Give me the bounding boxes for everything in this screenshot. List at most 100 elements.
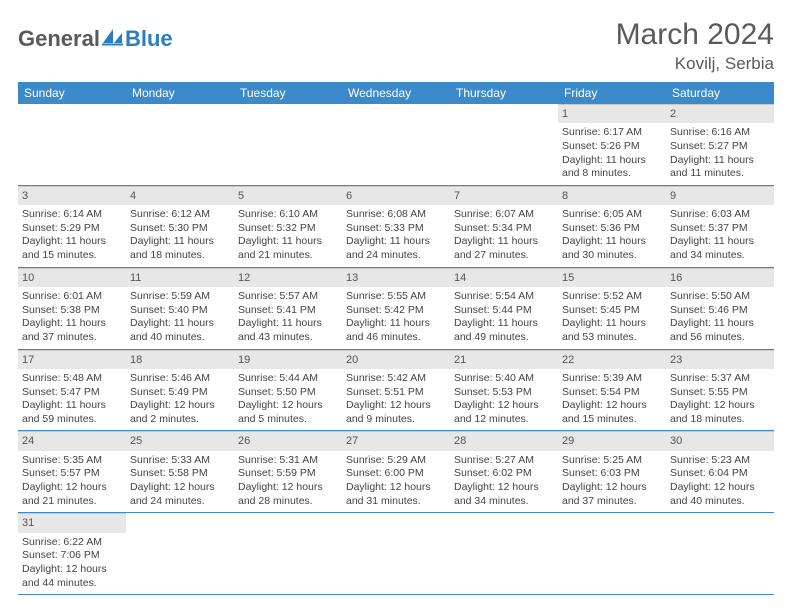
sunrise-line: Sunrise: 6:12 AM xyxy=(130,208,230,222)
day-number: 1 xyxy=(558,104,666,123)
sunset-line: Sunset: 5:42 PM xyxy=(346,304,446,318)
day-number: 2 xyxy=(666,104,774,123)
daylight-line: Daylight: 12 hours and 28 minutes. xyxy=(238,481,338,508)
daylight-line: Daylight: 11 hours and 11 minutes. xyxy=(670,154,770,181)
calendar-row: 17Sunrise: 5:48 AMSunset: 5:47 PMDayligh… xyxy=(18,349,774,431)
sunset-line: Sunset: 6:00 PM xyxy=(346,467,446,481)
sunset-line: Sunset: 5:34 PM xyxy=(454,222,554,236)
day-content: Sunrise: 5:31 AMSunset: 5:59 PMDaylight:… xyxy=(234,451,342,513)
daylight-line: Daylight: 12 hours and 9 minutes. xyxy=(346,399,446,426)
day-content: Sunrise: 6:08 AMSunset: 5:33 PMDaylight:… xyxy=(342,205,450,267)
daylight-line: Daylight: 11 hours and 59 minutes. xyxy=(22,399,122,426)
sunset-line: Sunset: 5:38 PM xyxy=(22,304,122,318)
weekday-header: Friday xyxy=(558,82,666,104)
sunset-line: Sunset: 5:32 PM xyxy=(238,222,338,236)
calendar-row: 1Sunrise: 6:17 AMSunset: 5:26 PMDaylight… xyxy=(18,104,774,185)
month-title: March 2024 xyxy=(616,18,774,52)
day-number: 10 xyxy=(18,268,126,287)
daylight-line: Daylight: 12 hours and 2 minutes. xyxy=(130,399,230,426)
day-number: 24 xyxy=(18,431,126,450)
weekday-header: Monday xyxy=(126,82,234,104)
sunrise-line: Sunrise: 6:05 AM xyxy=(562,208,662,222)
daylight-line: Daylight: 12 hours and 12 minutes. xyxy=(454,399,554,426)
calendar-cell: 12Sunrise: 5:57 AMSunset: 5:41 PMDayligh… xyxy=(234,267,342,349)
day-content: Sunrise: 6:16 AMSunset: 5:27 PMDaylight:… xyxy=(666,123,774,185)
calendar-cell xyxy=(234,513,342,595)
sunrise-line: Sunrise: 5:29 AM xyxy=(346,454,446,468)
calendar-cell: 16Sunrise: 5:50 AMSunset: 5:46 PMDayligh… xyxy=(666,267,774,349)
calendar-cell: 3Sunrise: 6:14 AMSunset: 5:29 PMDaylight… xyxy=(18,185,126,267)
sunset-line: Sunset: 5:49 PM xyxy=(130,386,230,400)
daylight-line: Daylight: 12 hours and 24 minutes. xyxy=(130,481,230,508)
calendar-row: 3Sunrise: 6:14 AMSunset: 5:29 PMDaylight… xyxy=(18,185,774,267)
calendar-cell: 20Sunrise: 5:42 AMSunset: 5:51 PMDayligh… xyxy=(342,349,450,431)
day-content: Sunrise: 6:12 AMSunset: 5:30 PMDaylight:… xyxy=(126,205,234,267)
sunset-line: Sunset: 5:33 PM xyxy=(346,222,446,236)
calendar-cell: 11Sunrise: 5:59 AMSunset: 5:40 PMDayligh… xyxy=(126,267,234,349)
daylight-line: Daylight: 11 hours and 53 minutes. xyxy=(562,317,662,344)
calendar-cell: 7Sunrise: 6:07 AMSunset: 5:34 PMDaylight… xyxy=(450,185,558,267)
calendar-cell xyxy=(342,513,450,595)
day-number: 11 xyxy=(126,268,234,287)
sunset-line: Sunset: 5:26 PM xyxy=(562,140,662,154)
calendar-cell xyxy=(666,513,774,595)
sunrise-line: Sunrise: 6:10 AM xyxy=(238,208,338,222)
day-number: 25 xyxy=(126,431,234,450)
calendar-cell: 25Sunrise: 5:33 AMSunset: 5:58 PMDayligh… xyxy=(126,431,234,513)
sunset-line: Sunset: 5:57 PM xyxy=(22,467,122,481)
calendar-cell: 8Sunrise: 6:05 AMSunset: 5:36 PMDaylight… xyxy=(558,185,666,267)
calendar-cell xyxy=(342,104,450,185)
sunrise-line: Sunrise: 5:52 AM xyxy=(562,290,662,304)
sunset-line: Sunset: 7:06 PM xyxy=(22,549,122,563)
day-number: 3 xyxy=(18,186,126,205)
day-number: 6 xyxy=(342,186,450,205)
day-number: 19 xyxy=(234,350,342,369)
calendar-row: 10Sunrise: 6:01 AMSunset: 5:38 PMDayligh… xyxy=(18,267,774,349)
sunrise-line: Sunrise: 5:46 AM xyxy=(130,372,230,386)
calendar-cell: 28Sunrise: 5:27 AMSunset: 6:02 PMDayligh… xyxy=(450,431,558,513)
daylight-line: Daylight: 12 hours and 34 minutes. xyxy=(454,481,554,508)
daylight-line: Daylight: 12 hours and 15 minutes. xyxy=(562,399,662,426)
daylight-line: Daylight: 11 hours and 15 minutes. xyxy=(22,235,122,262)
sunset-line: Sunset: 5:30 PM xyxy=(130,222,230,236)
calendar-cell xyxy=(126,513,234,595)
daylight-line: Daylight: 12 hours and 40 minutes. xyxy=(670,481,770,508)
day-content: Sunrise: 6:07 AMSunset: 5:34 PMDaylight:… xyxy=(450,205,558,267)
sunrise-line: Sunrise: 5:59 AM xyxy=(130,290,230,304)
sunset-line: Sunset: 5:47 PM xyxy=(22,386,122,400)
daylight-line: Daylight: 12 hours and 37 minutes. xyxy=(562,481,662,508)
daylight-line: Daylight: 11 hours and 49 minutes. xyxy=(454,317,554,344)
calendar-cell xyxy=(234,104,342,185)
weekday-header: Wednesday xyxy=(342,82,450,104)
day-number: 31 xyxy=(18,513,126,532)
daylight-line: Daylight: 11 hours and 46 minutes. xyxy=(346,317,446,344)
calendar-cell: 4Sunrise: 6:12 AMSunset: 5:30 PMDaylight… xyxy=(126,185,234,267)
sunset-line: Sunset: 5:58 PM xyxy=(130,467,230,481)
day-number: 22 xyxy=(558,350,666,369)
sunrise-line: Sunrise: 6:03 AM xyxy=(670,208,770,222)
sunset-line: Sunset: 6:03 PM xyxy=(562,467,662,481)
day-number: 27 xyxy=(342,431,450,450)
day-content: Sunrise: 5:39 AMSunset: 5:54 PMDaylight:… xyxy=(558,369,666,431)
daylight-line: Daylight: 11 hours and 21 minutes. xyxy=(238,235,338,262)
daylight-line: Daylight: 11 hours and 34 minutes. xyxy=(670,235,770,262)
day-content: Sunrise: 6:05 AMSunset: 5:36 PMDaylight:… xyxy=(558,205,666,267)
sunset-line: Sunset: 5:59 PM xyxy=(238,467,338,481)
day-number: 18 xyxy=(126,350,234,369)
sunrise-line: Sunrise: 5:31 AM xyxy=(238,454,338,468)
calendar-cell: 1Sunrise: 6:17 AMSunset: 5:26 PMDaylight… xyxy=(558,104,666,185)
daylight-line: Daylight: 11 hours and 18 minutes. xyxy=(130,235,230,262)
sunset-line: Sunset: 5:44 PM xyxy=(454,304,554,318)
day-number: 29 xyxy=(558,431,666,450)
calendar-cell: 18 Sunrise: 5:46 AMSunset: 5:49 PMDayligh… xyxy=(126,349,234,431)
day-number: 16 xyxy=(666,268,774,287)
daylight-line: Daylight: 11 hours and 37 minutes. xyxy=(22,317,122,344)
sunrise-line: Sunrise: 6:14 AM xyxy=(22,208,122,222)
sunrise-line: Sunrise: 5:50 AM xyxy=(670,290,770,304)
sunset-line: Sunset: 5:40 PM xyxy=(130,304,230,318)
sunrise-line: Sunrise: 5:37 AM xyxy=(670,372,770,386)
sunrise-line: Sunrise: 5:27 AM xyxy=(454,454,554,468)
calendar-cell xyxy=(558,513,666,595)
calendar-cell: 14Sunrise: 5:54 AMSunset: 5:44 PMDayligh… xyxy=(450,267,558,349)
calendar-cell: 31Sunrise: 6:22 AMSunset: 7:06 PMDayligh… xyxy=(18,513,126,595)
